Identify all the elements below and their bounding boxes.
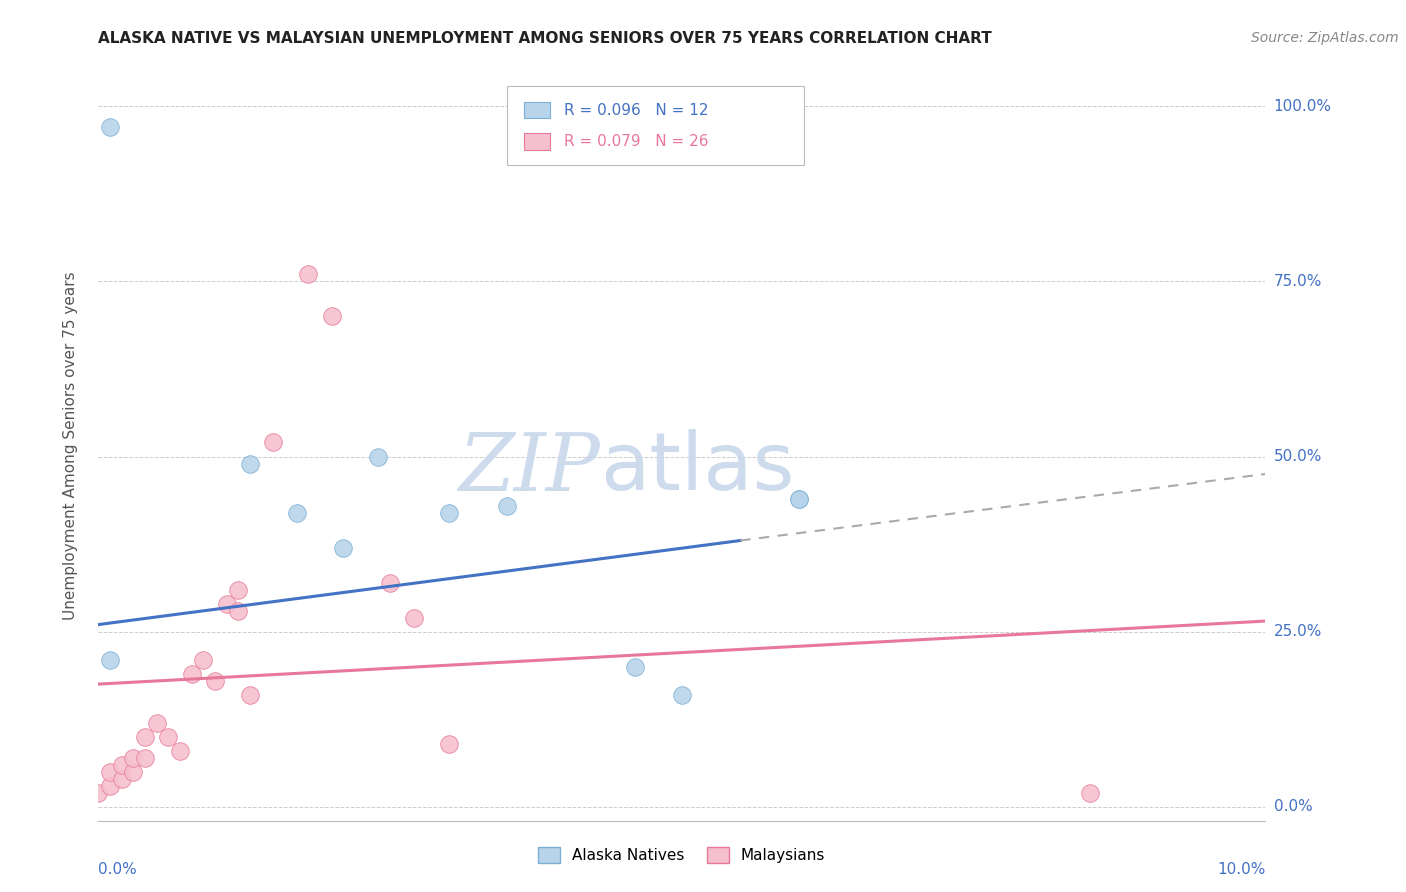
Point [239, 457, 262, 471]
Text: 0.0%: 0.0% [1274, 799, 1312, 814]
Point [146, 715, 169, 730]
Point [671, 688, 693, 702]
Legend: Alaska Natives, Malaysians: Alaska Natives, Malaysians [533, 841, 831, 869]
Point [98, 779, 121, 793]
Point [180, 666, 202, 681]
FancyBboxPatch shape [524, 133, 550, 150]
Point [297, 268, 319, 282]
Point [787, 491, 810, 506]
Text: ZIP: ZIP [458, 430, 600, 508]
Point [134, 750, 156, 764]
Text: ALASKA NATIVE VS MALAYSIAN UNEMPLOYMENT AMONG SENIORS OVER 75 YEARS CORRELATION : ALASKA NATIVE VS MALAYSIAN UNEMPLOYMENT … [98, 31, 993, 46]
Text: 0.0%: 0.0% [98, 862, 138, 877]
Point [787, 491, 810, 506]
Point [98, 120, 121, 135]
Point [157, 730, 180, 744]
Point [239, 688, 262, 702]
Point [1080, 786, 1102, 800]
Text: 75.0%: 75.0% [1274, 274, 1322, 289]
Point [367, 450, 389, 464]
FancyBboxPatch shape [508, 87, 804, 165]
Point [437, 506, 460, 520]
Point [111, 772, 134, 786]
Point [98, 764, 121, 779]
Point [87, 786, 110, 800]
Text: atlas: atlas [600, 429, 794, 508]
Text: 50.0%: 50.0% [1274, 449, 1322, 464]
Point [402, 610, 425, 624]
Point [496, 499, 519, 513]
Point [332, 541, 354, 555]
Text: 100.0%: 100.0% [1274, 99, 1331, 114]
Y-axis label: Unemployment Among Seniors over 75 years: Unemployment Among Seniors over 75 years [63, 272, 77, 620]
Point [437, 737, 460, 751]
Point [215, 597, 238, 611]
Text: Source: ZipAtlas.com: Source: ZipAtlas.com [1251, 31, 1399, 45]
Point [134, 730, 156, 744]
Point [122, 750, 145, 764]
Text: 10.0%: 10.0% [1218, 862, 1265, 877]
Point [169, 743, 191, 757]
Point [204, 673, 226, 688]
Point [262, 435, 284, 450]
Point [380, 575, 402, 590]
Text: R = 0.096   N = 12: R = 0.096 N = 12 [564, 103, 709, 118]
Point [111, 757, 134, 772]
Point [98, 652, 121, 666]
FancyBboxPatch shape [524, 102, 550, 119]
Point [228, 582, 250, 597]
Point [624, 659, 647, 673]
Point [228, 603, 250, 617]
Point [285, 506, 308, 520]
Text: R = 0.079   N = 26: R = 0.079 N = 26 [564, 134, 709, 149]
Point [321, 310, 343, 324]
Point [193, 652, 215, 666]
Point [122, 764, 145, 779]
Text: 25.0%: 25.0% [1274, 624, 1322, 639]
